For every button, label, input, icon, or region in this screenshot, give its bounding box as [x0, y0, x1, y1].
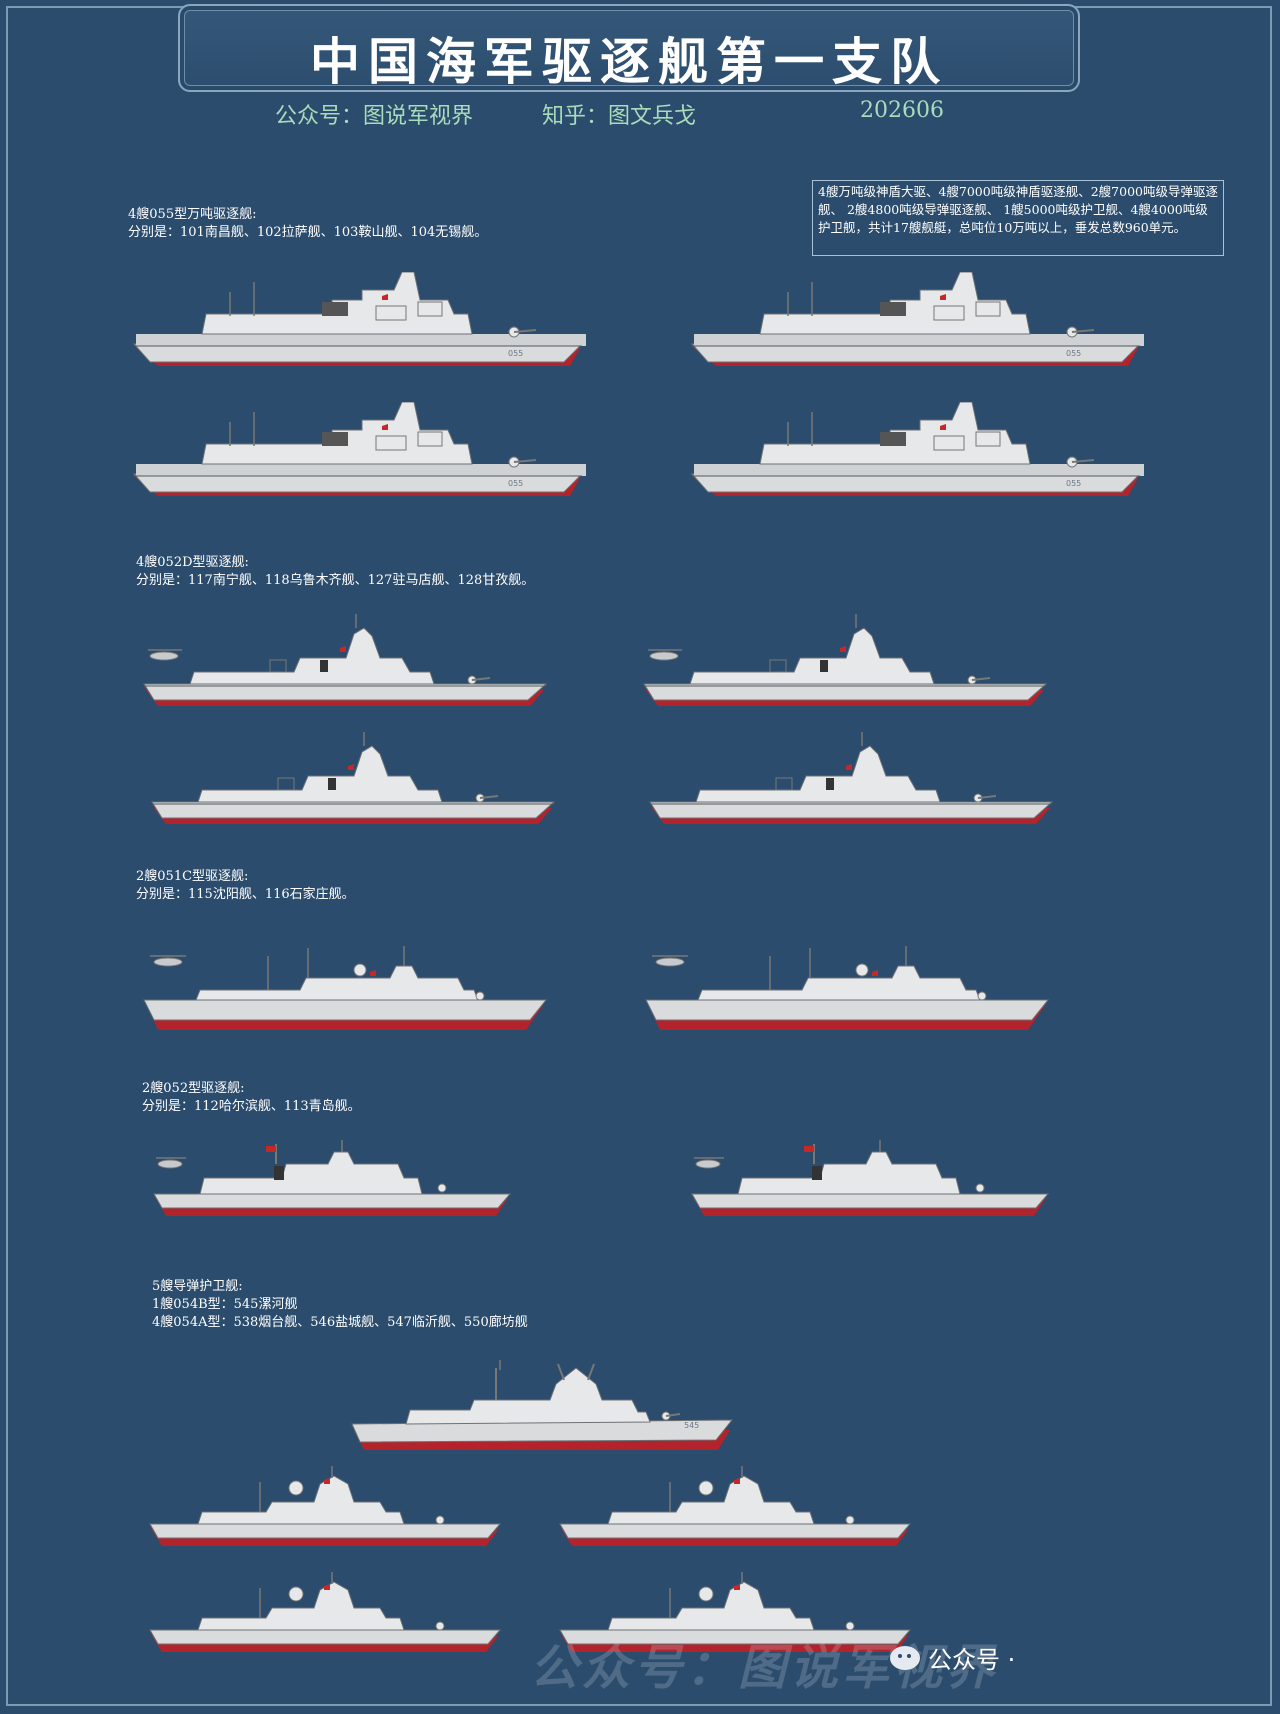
page-title: 中国海军驱逐舰第一支队: [310, 32, 948, 91]
hull-number: 055: [508, 479, 523, 488]
ship-type054a-2: [559, 1466, 912, 1546]
ship-type052-2: [691, 1140, 1050, 1216]
ship-type052-1: [153, 1140, 512, 1216]
caption-type052d-line2: 分别是：117南宁舰、118乌鲁木齐舰、127驻马店舰、128甘孜舰。: [136, 573, 535, 588]
ship-type054a-4: [559, 1572, 912, 1652]
caption-type055: 4艘055型万吨驱逐舰: 分别是：101南昌舰、102拉萨舰、103鞍山舰、10…: [128, 206, 487, 242]
hull-number: 055: [508, 349, 523, 358]
account-zhihu: 知乎：图文兵戈: [542, 104, 697, 129]
watermark-badge-label: 公众号 ·: [928, 1646, 1016, 1674]
ship-type054b: 545: [351, 1360, 734, 1450]
ship-type052d-4: [649, 732, 1054, 824]
caption-type055-line1: 4艘055型万吨驱逐舰:: [128, 207, 257, 222]
caption-type052d-line1: 4艘052D型驱逐舰:: [136, 555, 249, 570]
caption-type051c: 2艘051C型驱逐舰: 分别是：115沈阳舰、116石家庄舰。: [136, 868, 355, 904]
ship-type054a-3: [149, 1572, 502, 1652]
title-panel: 中国海军驱逐舰第一支队: [178, 4, 1080, 92]
caption-type051c-line2: 分别是：115沈阳舰、116石家庄舰。: [136, 887, 355, 902]
caption-type052-line1: 2艘052型驱逐舰:: [142, 1081, 245, 1096]
caption-type052: 2艘052型驱逐舰: 分别是：112哈尔滨舰、113青岛舰。: [142, 1080, 361, 1116]
hull-number: 055: [1066, 349, 1081, 358]
ship-type052d-2: [643, 614, 1048, 706]
caption-frigates-line3: 4艘054A型：538烟台舰、546盐城舰、547临沂舰、550廊坊舰: [152, 1315, 528, 1330]
hull-number: 055: [1066, 479, 1081, 488]
caption-type052d: 4艘052D型驱逐舰: 分别是：117南宁舰、118乌鲁木齐舰、127驻马店舰、…: [136, 554, 534, 590]
wechat-icon: [890, 1645, 920, 1670]
ship-type051c-2: [645, 946, 1050, 1030]
caption-type055-line2: 分别是：101南昌舰、102拉萨舰、103鞍山舰、104无锡舰。: [128, 225, 488, 240]
caption-frigates: 5艘导弹护卫舰: 1艘054B型：545漯河舰 4艘054A型：538烟台舰、5…: [152, 1278, 528, 1332]
ship-type055-4: 055: [690, 402, 1144, 496]
date-label: 202606: [860, 98, 944, 123]
watermark-text: 公众号：图说军视界: [530, 1640, 999, 1696]
ship-type055-3: 055: [132, 402, 586, 496]
caption-type051c-line1: 2艘051C型驱逐舰:: [136, 869, 249, 884]
caption-frigates-line2: 1艘054B型：545漯河舰: [152, 1297, 298, 1312]
ship-type055-1: 055: [132, 272, 586, 366]
ship-type054a-1: [149, 1466, 502, 1546]
caption-type052-line2: 分别是：112哈尔滨舰、113青岛舰。: [142, 1099, 361, 1114]
hull-number: 545: [684, 1421, 699, 1430]
summary-note: 4艘万吨级神盾大驱、4艘7000吨级神盾驱逐舰、2艘7000吨级导弹驱逐舰、 2…: [812, 180, 1224, 256]
watermark-badge: 公众号 ·: [890, 1640, 1015, 1675]
ship-type052d-3: [151, 732, 556, 824]
account-wechat: 公众号：图说军视界: [275, 104, 474, 129]
ship-type052d-1: [143, 614, 548, 706]
ship-type055-2: 055: [690, 272, 1144, 366]
caption-frigates-line1: 5艘导弹护卫舰:: [152, 1279, 243, 1294]
ship-type051c-1: [143, 946, 548, 1030]
